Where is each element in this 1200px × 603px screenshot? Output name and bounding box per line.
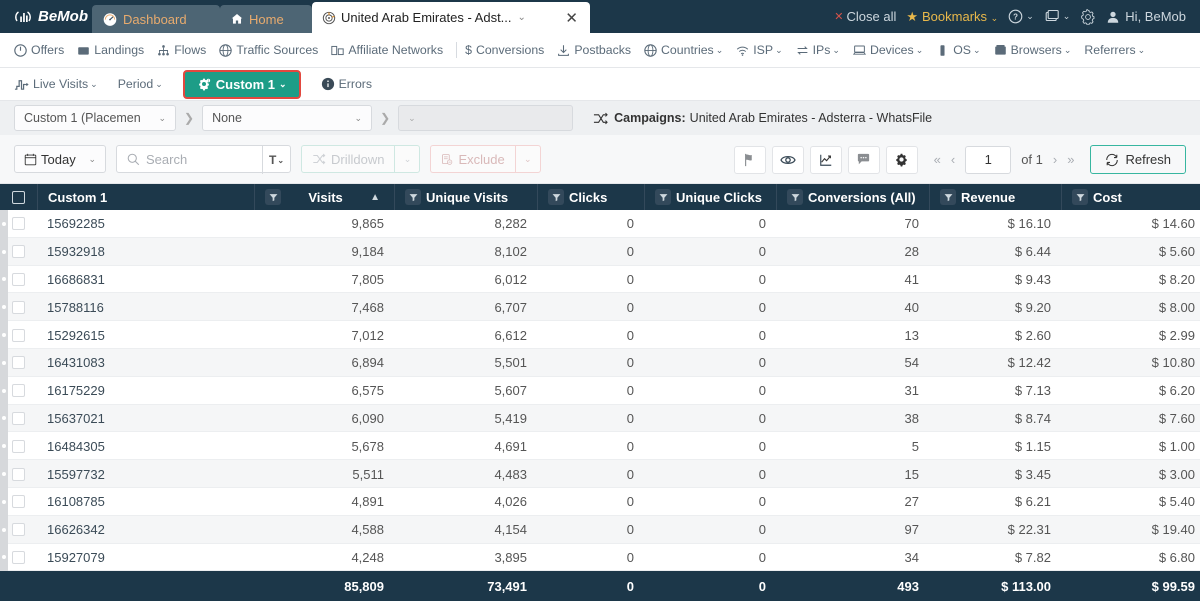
svg-text:?: ? xyxy=(1013,13,1018,22)
